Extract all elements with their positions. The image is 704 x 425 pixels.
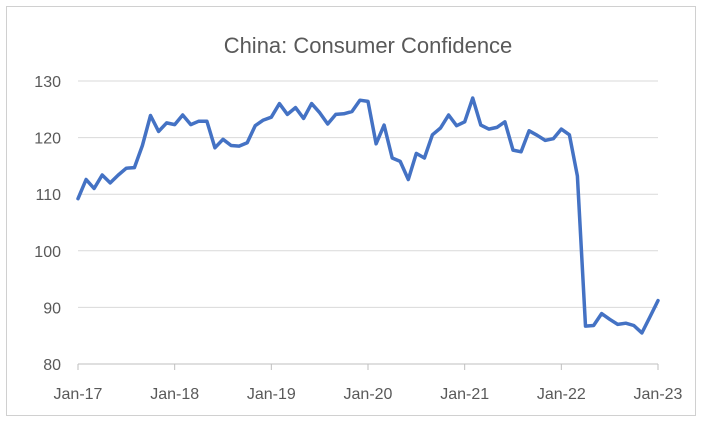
y-tick-label: 90: [43, 300, 61, 317]
y-tick-label: 110: [35, 187, 61, 204]
x-tick-label: Jan-22: [537, 386, 586, 403]
y-tick-label: 80: [43, 357, 61, 374]
x-tick-label: Jan-23: [634, 386, 683, 403]
y-gridlines: [78, 80, 658, 308]
y-axis-labels: 80 90 100 110 120 130: [34, 74, 61, 374]
y-tick-label: 100: [34, 244, 61, 261]
chart-title: China: Consumer Confidence: [224, 33, 513, 58]
x-axis: Jan-17 Jan-18 Jan-19 Jan-20 Jan-21 Jan-22 Jan-…: [54, 363, 683, 403]
y-tick-label: 120: [34, 131, 61, 148]
x-tick-label: Jan-20: [344, 386, 393, 403]
x-tick-label: Jan-17: [54, 386, 103, 403]
x-tick-label: Jan-21: [440, 386, 489, 403]
x-tick-label: Jan-18: [150, 386, 199, 403]
series-layer: [76, 96, 660, 335]
x-tick-label: Jan-19: [247, 386, 296, 403]
y-tick-label: 130: [34, 74, 61, 91]
series-line: [76, 96, 660, 335]
